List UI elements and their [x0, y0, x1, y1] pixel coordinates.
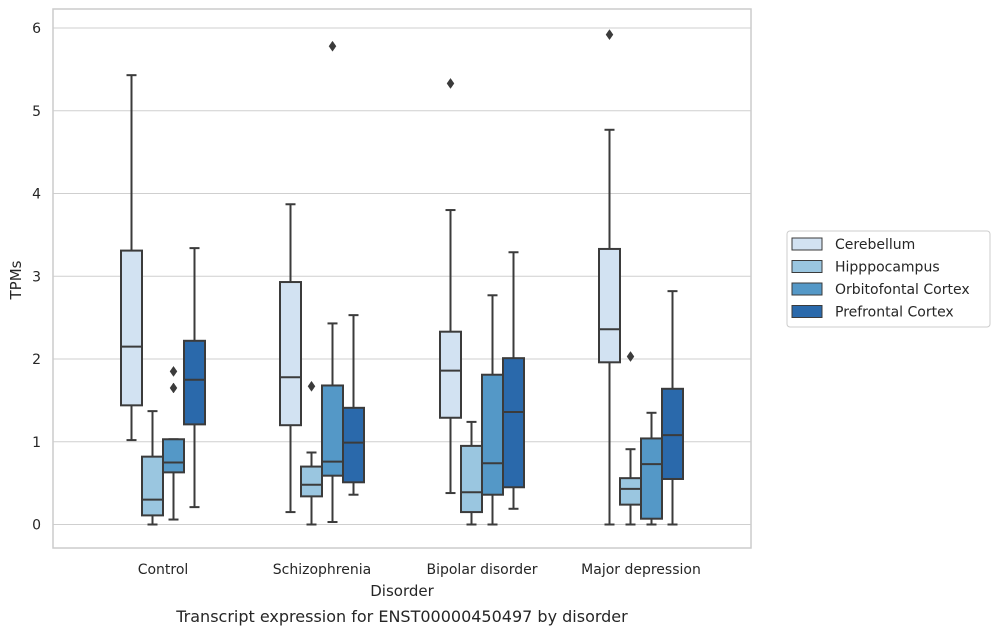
box-iqr: [300, 465, 323, 498]
box-iqr: [481, 373, 504, 496]
box-iqr: [460, 444, 483, 514]
box-0-0: [120, 74, 143, 442]
x-tick-label: Bipolar disorder: [426, 562, 537, 578]
box-iqr: [502, 357, 525, 489]
box-0-2: [439, 78, 462, 495]
x-axis-title: Disorder: [370, 582, 434, 600]
box-3-2: [502, 251, 525, 510]
outlier-point: [307, 380, 316, 392]
box-2-1: [321, 40, 344, 524]
box-3-0: [183, 247, 206, 509]
box-iqr: [120, 249, 143, 407]
outlier-point: [328, 40, 337, 52]
box-iqr: [162, 438, 185, 474]
box-2-3: [640, 411, 663, 526]
x-tick-label: Control: [138, 562, 189, 578]
legend-label: Cerebellum: [835, 237, 915, 253]
box-iqr: [439, 330, 462, 419]
plot-area: 0 1 2 3 4 5 6 Control Schizophrenia Bipolar disor…: [32, 8, 752, 578]
axes-frame: [52, 8, 752, 549]
box-1-3: [619, 351, 642, 526]
box-iqr: [279, 281, 302, 427]
legend: Cerebellum Hipppocampus Orbitofontal Corte…: [786, 230, 991, 328]
outlier-point: [169, 382, 178, 394]
outlier-point: [605, 29, 614, 41]
box-3-3: [661, 290, 684, 526]
y-tick-label: 1: [32, 435, 41, 451]
legend-swatch: [791, 260, 823, 273]
y-axis-title: TPMs: [7, 260, 25, 300]
legend-label: Hipppocampus: [835, 260, 940, 276]
y-tick-label: 3: [32, 269, 41, 285]
x-tick-label: Schizophrenia: [273, 562, 371, 578]
box-1-0: [141, 410, 164, 526]
y-tick-label: 0: [32, 518, 41, 534]
y-tick-label: 4: [32, 187, 41, 203]
box-iqr: [640, 437, 663, 520]
box-0-1: [279, 203, 302, 514]
chart-caption: Transcript expression for ENST0000045049…: [175, 607, 628, 626]
legend-swatch: [791, 282, 823, 296]
box-1-1: [300, 380, 323, 526]
y-tick-label: 6: [32, 21, 41, 37]
x-tick-label: Major depression: [581, 562, 701, 578]
box-iqr: [598, 247, 621, 364]
y-tick-label: 2: [32, 352, 41, 368]
y-tick-label: 5: [32, 104, 41, 120]
box-iqr: [183, 339, 206, 426]
legend-label: Orbitofontal Cortex: [835, 282, 970, 298]
legend-label: Prefrontal Cortex: [835, 305, 954, 321]
box-iqr: [141, 455, 164, 517]
box-iqr: [342, 406, 365, 484]
box-3-1: [342, 314, 365, 496]
box-2-0: [162, 365, 185, 521]
outlier-point: [446, 78, 455, 89]
box-iqr: [661, 387, 684, 480]
box-0-3: [598, 29, 621, 526]
legend-swatch: [791, 237, 823, 251]
legend-swatch: [791, 305, 823, 318]
legend-frame: [786, 230, 991, 328]
box-iqr: [619, 477, 642, 506]
outlier-point: [169, 365, 178, 377]
outlier-point: [626, 351, 635, 362]
